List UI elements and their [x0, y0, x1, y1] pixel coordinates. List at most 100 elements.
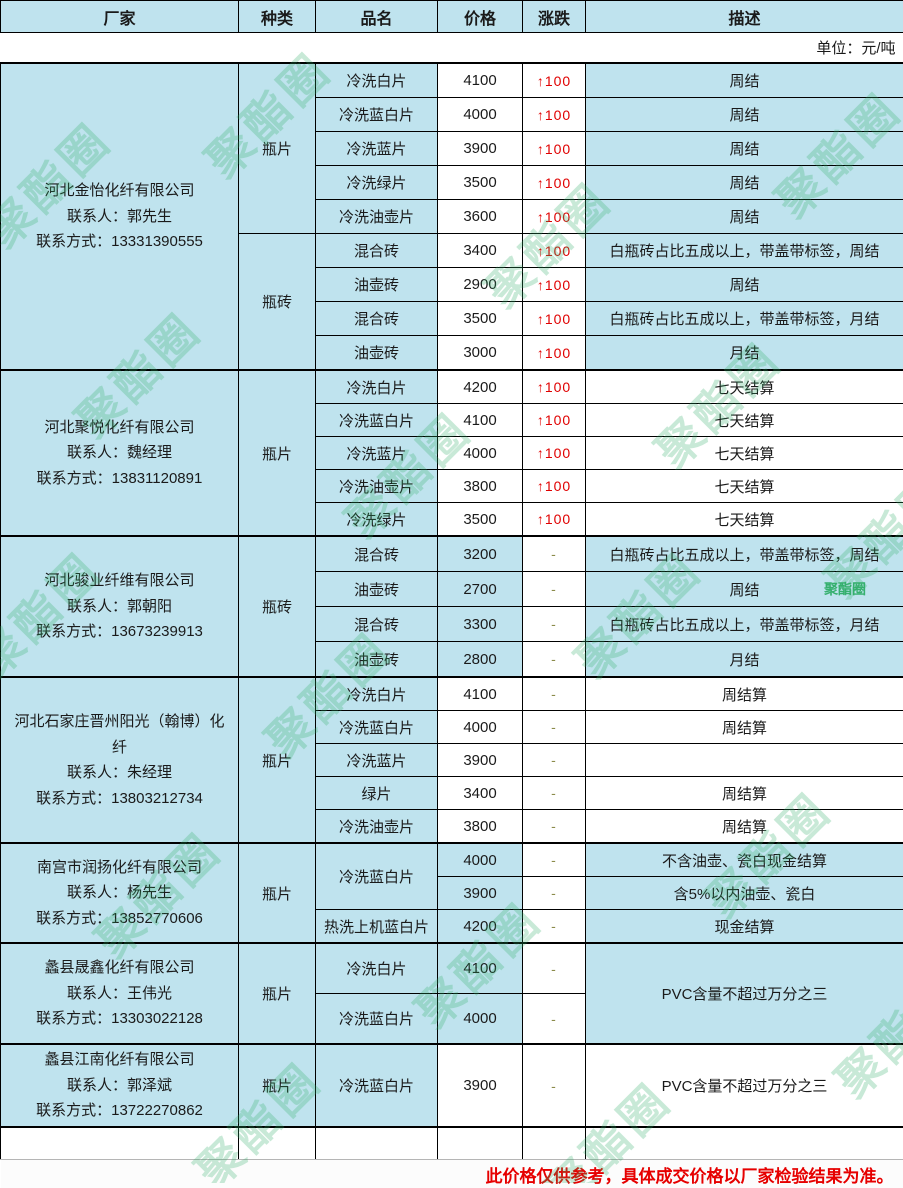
type-cell[interactable]: 瓶砖	[239, 234, 316, 371]
price-cell[interactable]: 4000	[438, 711, 523, 744]
desc-cell[interactable]: 七天结算	[586, 370, 903, 404]
empty-cell[interactable]	[316, 1127, 438, 1160]
change-cell[interactable]: -	[523, 943, 586, 994]
col-header-type[interactable]: 种类	[239, 1, 316, 33]
change-cell[interactable]: -	[523, 744, 586, 777]
empty-cell[interactable]	[586, 1127, 903, 1160]
desc-cell[interactable]: 白瓶砖占比五成以上，带盖带标签，月结	[586, 607, 903, 642]
type-cell[interactable]: 瓶片	[239, 943, 316, 1044]
desc-cell[interactable]: 周结	[586, 200, 903, 234]
price-cell[interactable]: 4100	[438, 677, 523, 711]
product-cell[interactable]: 冷洗蓝白片	[316, 994, 438, 1045]
change-cell[interactable]: -	[523, 572, 586, 607]
product-cell[interactable]: 冷洗蓝白片	[316, 98, 438, 132]
desc-cell[interactable]: 七天结算	[586, 404, 903, 437]
product-cell[interactable]: 油壶砖	[316, 642, 438, 678]
desc-cell[interactable]: 白瓶砖占比五成以上，带盖带标签，周结	[586, 536, 903, 572]
change-cell[interactable]: -	[523, 877, 586, 910]
change-cell[interactable]: -	[523, 777, 586, 810]
desc-cell[interactable]: 周结算	[586, 777, 903, 810]
type-cell[interactable]: 瓶片	[239, 63, 316, 234]
product-cell[interactable]: 油壶砖	[316, 268, 438, 302]
product-cell[interactable]: 混合砖	[316, 607, 438, 642]
change-cell[interactable]: ↑100	[523, 200, 586, 234]
change-cell[interactable]: -	[523, 810, 586, 844]
product-cell[interactable]: 冷洗蓝白片	[316, 1044, 438, 1127]
price-cell[interactable]: 4200	[438, 910, 523, 944]
col-header-desc[interactable]: 描述	[586, 1, 903, 33]
change-cell[interactable]: ↑100	[523, 98, 586, 132]
col-header-factory[interactable]: 厂家	[1, 1, 239, 33]
empty-cell[interactable]	[523, 1127, 586, 1160]
desc-cell[interactable]: 白瓶砖占比五成以上，带盖带标签，月结	[586, 302, 903, 336]
product-cell[interactable]: 冷洗绿片	[316, 166, 438, 200]
company-cell[interactable]: 河北金怡化纤有限公司联系人：郭先生联系方式：13331390555	[1, 63, 239, 370]
change-cell[interactable]: -	[523, 536, 586, 572]
price-cell[interactable]: 4200	[438, 370, 523, 404]
product-cell[interactable]: 冷洗油壶片	[316, 200, 438, 234]
price-cell[interactable]: 4000	[438, 843, 523, 877]
change-cell[interactable]: ↑100	[523, 503, 586, 537]
change-cell[interactable]: -	[523, 994, 586, 1045]
desc-cell[interactable]: 周结算	[586, 677, 903, 711]
price-cell[interactable]: 4100	[438, 404, 523, 437]
price-cell[interactable]: 3800	[438, 470, 523, 503]
change-cell[interactable]: -	[523, 910, 586, 944]
price-cell[interactable]: 3500	[438, 503, 523, 537]
price-cell[interactable]: 2700	[438, 572, 523, 607]
price-cell[interactable]: 3400	[438, 234, 523, 268]
price-cell[interactable]: 2800	[438, 642, 523, 678]
change-cell[interactable]: -	[523, 642, 586, 678]
product-cell[interactable]: 冷洗蓝片	[316, 744, 438, 777]
product-cell[interactable]: 冷洗绿片	[316, 503, 438, 537]
change-cell[interactable]: -	[523, 607, 586, 642]
price-cell[interactable]: 3800	[438, 810, 523, 844]
company-cell[interactable]: 南宫市润扬化纤有限公司联系人：杨先生联系方式：13852770606	[1, 843, 239, 943]
desc-cell[interactable]: 七天结算	[586, 503, 903, 537]
price-cell[interactable]: 3900	[438, 1044, 523, 1127]
desc-cell[interactable]: 七天结算	[586, 470, 903, 503]
product-cell[interactable]: 冷洗蓝片	[316, 437, 438, 470]
price-cell[interactable]: 4100	[438, 63, 523, 98]
company-cell[interactable]: 蠡县江南化纤有限公司联系人：郭泽斌联系方式：13722270862	[1, 1044, 239, 1127]
product-cell[interactable]: 混合砖	[316, 302, 438, 336]
price-cell[interactable]: 3900	[438, 877, 523, 910]
type-cell[interactable]: 瓶片	[239, 843, 316, 943]
change-cell[interactable]: ↑100	[523, 302, 586, 336]
price-cell[interactable]: 3400	[438, 777, 523, 810]
price-cell[interactable]: 3500	[438, 166, 523, 200]
change-cell[interactable]: ↑100	[523, 268, 586, 302]
change-cell[interactable]: ↑100	[523, 166, 586, 200]
desc-cell[interactable]: 周结算	[586, 711, 903, 744]
price-cell[interactable]: 3900	[438, 132, 523, 166]
change-cell[interactable]: ↑100	[523, 370, 586, 404]
product-cell[interactable]: 冷洗白片	[316, 943, 438, 994]
col-header-price[interactable]: 价格	[438, 1, 523, 33]
change-cell[interactable]: ↑100	[523, 132, 586, 166]
product-cell[interactable]: 冷洗油壶片	[316, 470, 438, 503]
desc-cell[interactable]: PVC含量不超过万分之三	[586, 943, 903, 1044]
price-cell[interactable]: 4100	[438, 943, 523, 994]
company-cell[interactable]: 蠡县晟鑫化纤有限公司联系人：王伟光联系方式：13303022128	[1, 943, 239, 1044]
desc-cell[interactable]: 周结	[586, 572, 903, 607]
empty-cell[interactable]	[438, 1127, 523, 1160]
product-cell[interactable]: 热洗上机蓝白片	[316, 910, 438, 944]
price-cell[interactable]: 3200	[438, 536, 523, 572]
product-cell[interactable]: 冷洗蓝片	[316, 132, 438, 166]
desc-cell[interactable]: 不含油壶、瓷白现金结算	[586, 843, 903, 877]
change-cell[interactable]: ↑100	[523, 404, 586, 437]
desc-cell[interactable]: 周结	[586, 63, 903, 98]
change-cell[interactable]: ↑100	[523, 234, 586, 268]
type-cell[interactable]: 瓶片	[239, 677, 316, 843]
desc-cell[interactable]	[586, 744, 903, 777]
desc-cell[interactable]: 周结	[586, 268, 903, 302]
desc-cell[interactable]: 七天结算	[586, 437, 903, 470]
product-cell[interactable]: 冷洗蓝白片	[316, 404, 438, 437]
desc-cell[interactable]: 周结	[586, 98, 903, 132]
product-cell[interactable]: 冷洗油壶片	[316, 810, 438, 844]
change-cell[interactable]: ↑100	[523, 470, 586, 503]
type-cell[interactable]: 瓶片	[239, 370, 316, 536]
desc-cell[interactable]: PVC含量不超过万分之三	[586, 1044, 903, 1127]
type-cell[interactable]: 瓶砖	[239, 536, 316, 677]
product-cell[interactable]: 冷洗蓝白片	[316, 711, 438, 744]
